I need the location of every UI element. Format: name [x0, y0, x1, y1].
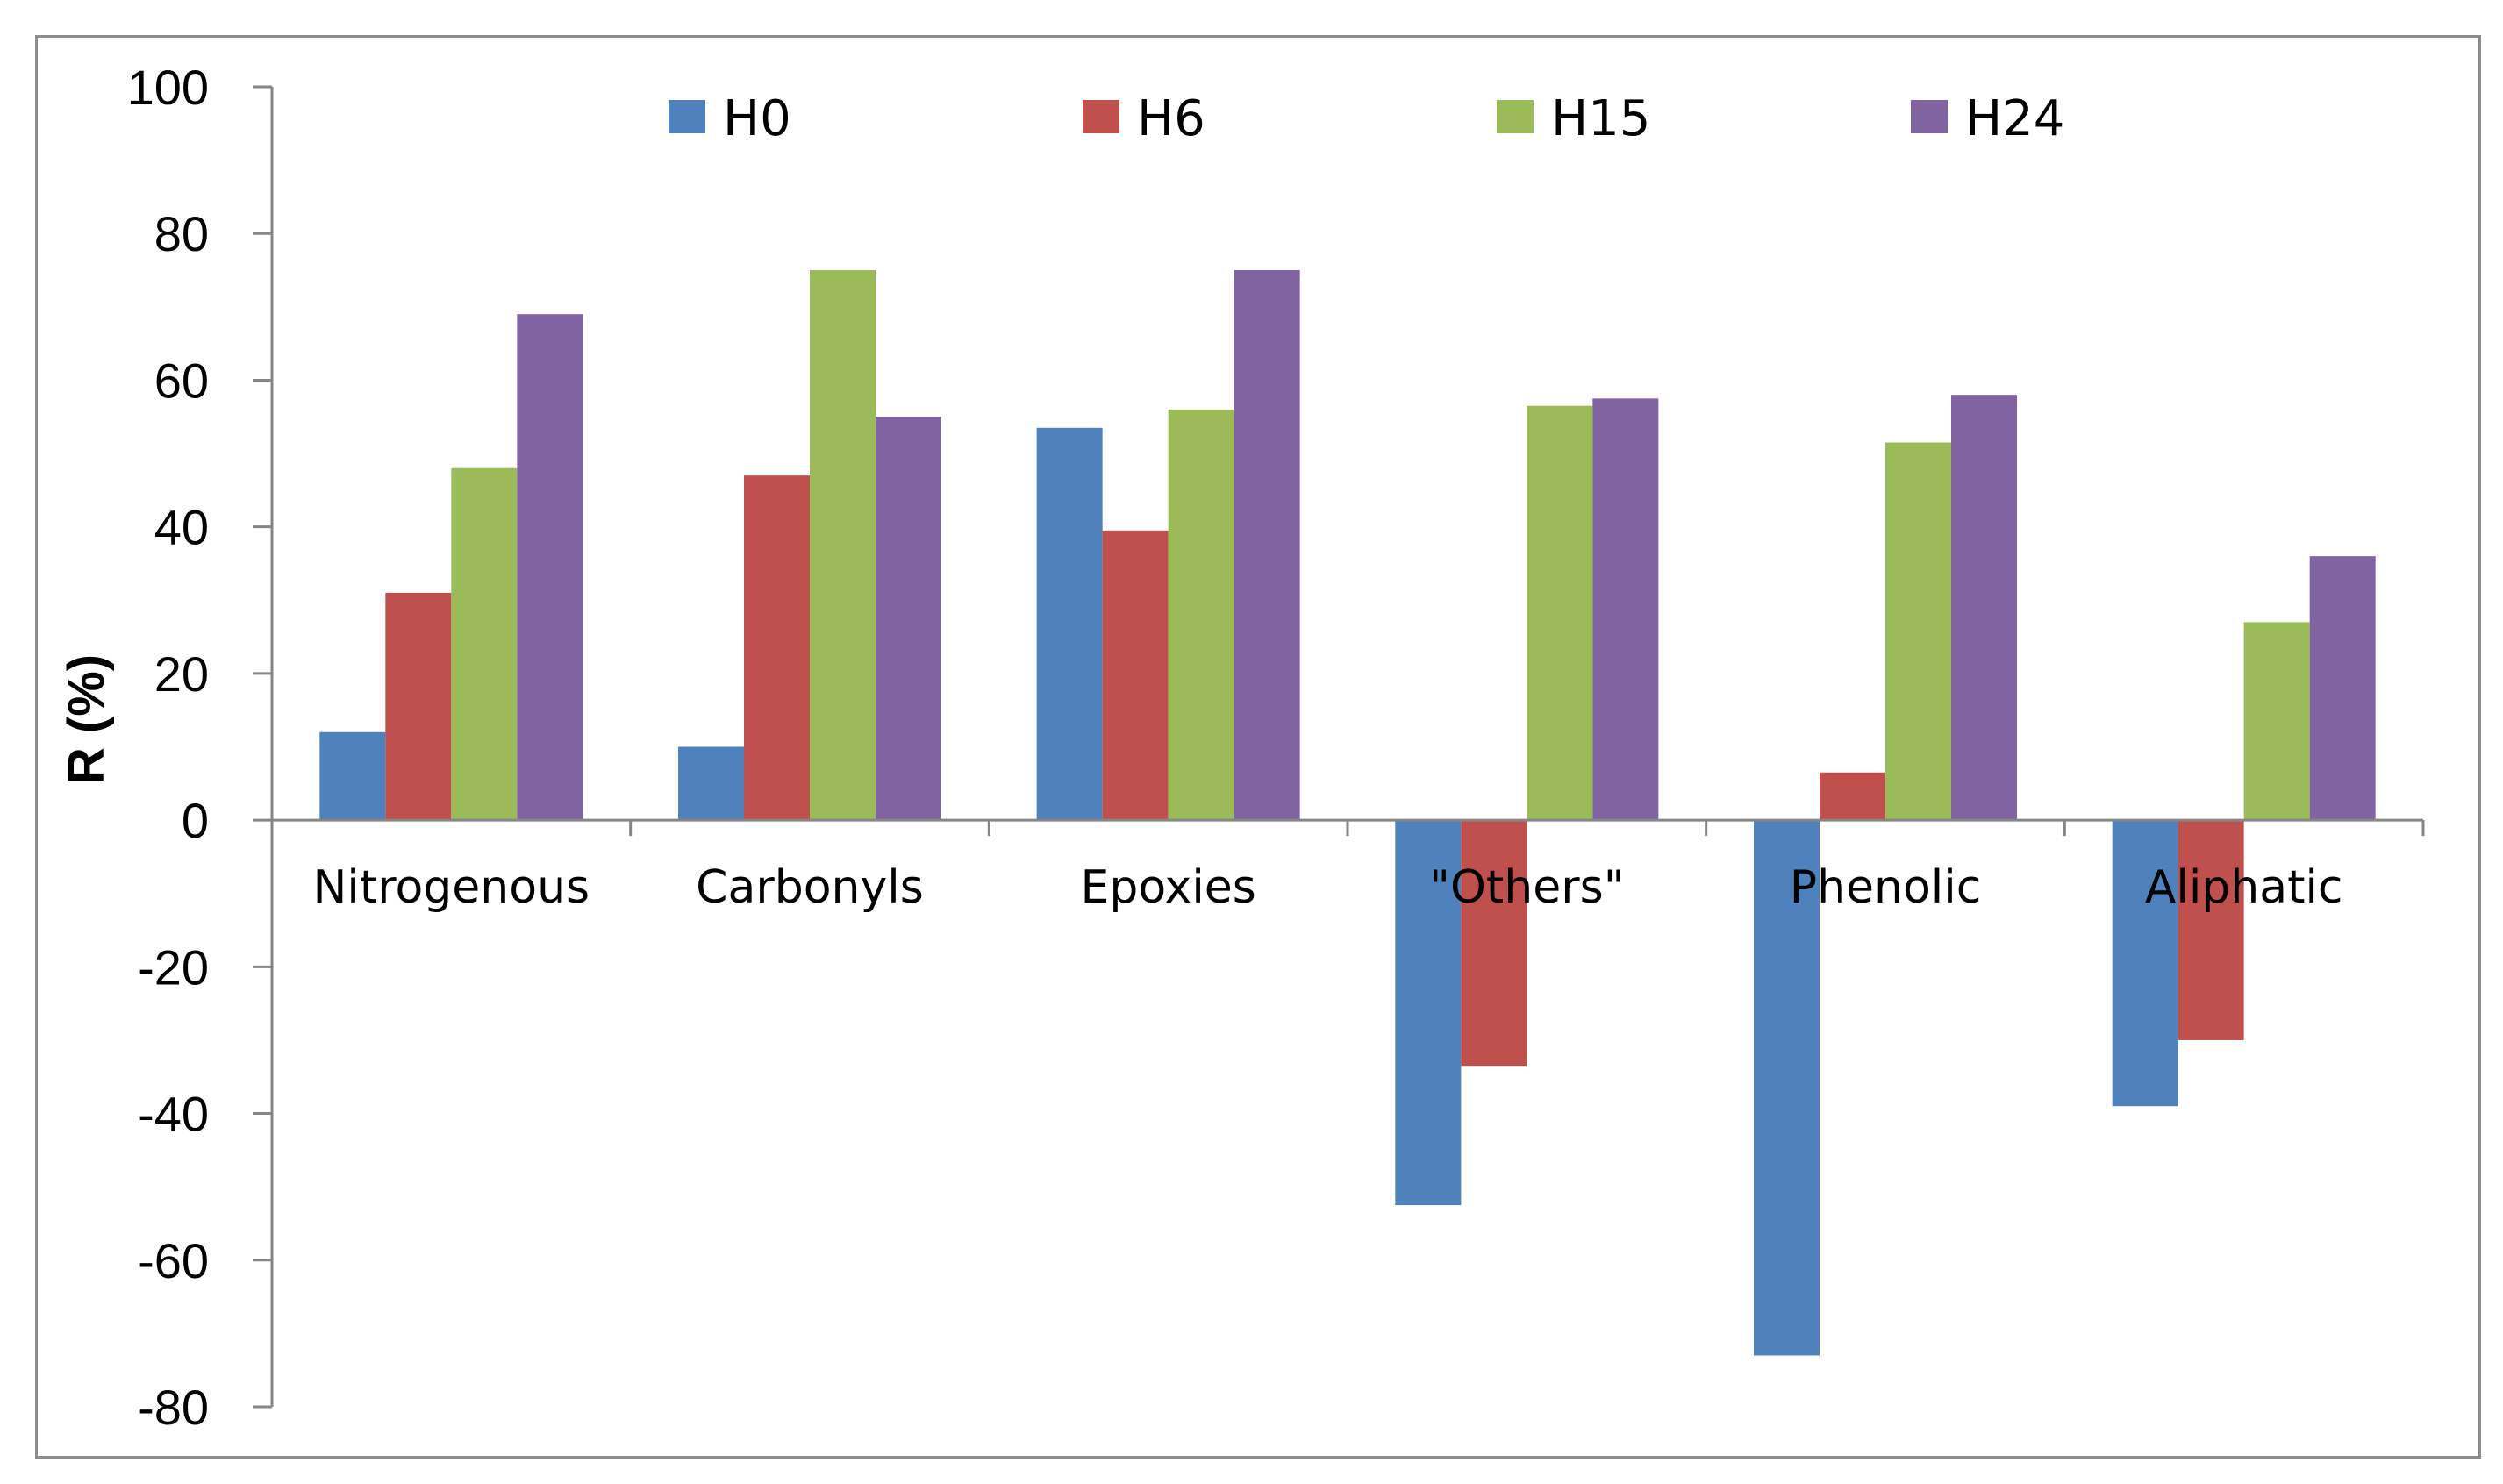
y-tick-label: 80 [154, 206, 209, 261]
legend-swatch-h24 [1911, 100, 1948, 133]
bar-h24-4 [1951, 395, 2017, 821]
legend-swatch-h6 [1083, 100, 1119, 133]
legend-swatch-h0 [669, 100, 705, 133]
category-label: "Others" [1429, 861, 1625, 914]
bar-h0-4 [1754, 820, 1820, 1356]
y-tick-label: 100 [127, 60, 209, 115]
y-tick-label: -40 [138, 1087, 209, 1142]
bar-h15-4 [1885, 442, 1951, 821]
category-label: Epoxies [1080, 861, 1255, 914]
legend-label-h6: H6 [1137, 90, 1205, 147]
y-tick-label: 0 [182, 793, 209, 848]
bar-h24-5 [2309, 556, 2376, 821]
bar-h15-1 [810, 270, 876, 821]
y-tick-label: -20 [138, 939, 209, 995]
bar-h0-0 [319, 731, 386, 821]
bar-h0-3 [1395, 820, 1462, 1206]
legend-label-h24: H24 [1965, 90, 2064, 147]
category-label: Nitrogenous [313, 861, 590, 914]
labels-layer: 100 80 60 40 20 0 -20 -40 -60 -80 Nitrogenous Carbo… [127, 60, 2343, 1435]
bar-h0-2 [1036, 427, 1103, 821]
y-tick-label: -60 [138, 1233, 209, 1288]
bar-h6-1 [744, 475, 810, 821]
bar-h15-5 [2243, 622, 2310, 821]
bar-h24-2 [1234, 270, 1300, 821]
bar-h6-2 [1102, 530, 1169, 821]
bar-h0-5 [2112, 820, 2178, 1107]
y-tick-label: 20 [154, 646, 209, 702]
legend-label-h0: H0 [723, 90, 791, 147]
bar-h0-1 [678, 746, 744, 821]
bar-h6-5 [2178, 820, 2244, 1040]
legend: H0 H6 H15 H24 [669, 90, 2064, 147]
bar-h24-0 [517, 314, 583, 821]
category-label: Carbonyls [696, 861, 924, 914]
axes-layer [253, 85, 2425, 1409]
bar-h6-4 [1820, 772, 1885, 821]
y-tick-label: 60 [154, 353, 209, 408]
y-tick-label: -80 [138, 1380, 209, 1435]
category-label: Phenolic [1790, 861, 1982, 914]
bar-h15-3 [1527, 405, 1593, 821]
bars-layer [319, 270, 2376, 1356]
bar-h15-0 [451, 467, 518, 821]
bar-h6-3 [1461, 820, 1527, 1067]
legend-label-h15: H15 [1551, 90, 1650, 147]
bar-h24-1 [876, 417, 941, 821]
y-tick-label: 40 [154, 500, 209, 555]
category-label: Aliphatic [2145, 861, 2343, 914]
bar-h6-0 [385, 592, 452, 821]
legend-swatch-h15 [1497, 100, 1534, 133]
bar-h24-3 [1592, 398, 1659, 821]
bar-h15-2 [1168, 409, 1234, 821]
y-axis-title: R (%) [58, 654, 115, 784]
